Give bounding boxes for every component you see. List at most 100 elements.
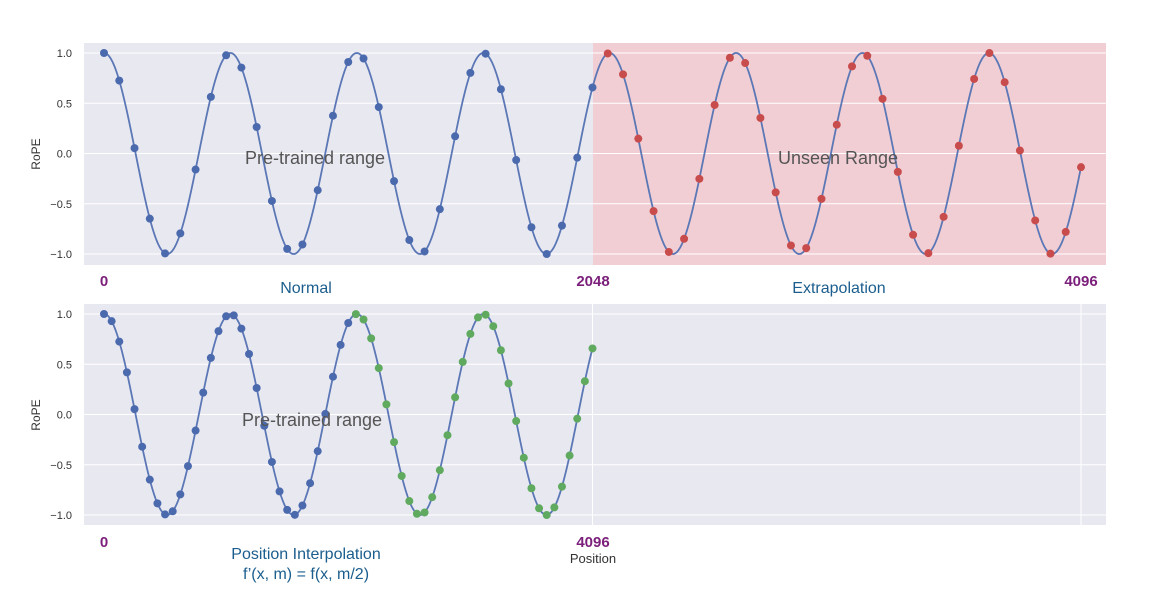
bottom-gridlines [84,304,1106,525]
bottom-original-point [260,421,269,430]
bottom-y-tick-label: 0.5 [57,359,72,371]
top-normal-point [176,229,185,238]
bottom-original-point [206,353,215,362]
top-extrapolation-point [954,141,963,150]
top-normal-point [191,165,200,174]
top-normal-point [542,249,551,258]
top-extrapolation-point [985,49,994,58]
top-y-tick-label: −1.0 [50,249,72,261]
bottom-interpolated-point [367,334,376,343]
top-y-tick-label: 0.0 [57,149,72,161]
bottom-original-point [183,462,192,471]
bottom-interpolated-point [481,310,490,319]
bottom-interpolated-point [428,493,437,502]
bottom-interpolated-point [359,315,368,324]
pretrained-range-label: Pre-trained range [245,148,385,168]
top-extrapolation-point [634,134,643,143]
bottom-original-point [336,340,345,349]
top-normal-point [100,49,108,57]
bottom-original-point [344,319,353,328]
bottom-original-point [107,317,116,326]
top-normal-point [145,214,154,223]
bottom-interpolated-point [420,508,429,517]
bottom-original-point [328,372,337,381]
bottom-position-0: 0 [100,534,108,551]
top-extrapolation-point [725,53,734,62]
top-extrapolation-point [832,120,841,129]
top-normal-point [222,51,231,60]
bottom-interpolated-point [443,431,452,440]
bottom-chart: 1.0 0.5 0.0 −0.5 −1.0 RoPE Pre-trained range… [29,304,1106,583]
position-interpolation-caption: Position Interpolation [231,546,380,563]
top-y-tick-label: 0.5 [57,98,72,110]
top-extrapolation-point [848,62,857,71]
bottom-interpolated-point [474,313,483,322]
bottom-original-point [199,388,208,397]
extrapolation-caption: Extrapolation [792,280,885,297]
bottom-original-point [168,507,177,516]
bottom-original-point [283,505,292,514]
bottom-y-tick-label: 1.0 [57,309,72,321]
bottom-interpolated-point [535,504,544,513]
top-extrapolation-point [1077,163,1085,172]
top-extrapolation-point [664,247,673,256]
unseen-range-label: Unseen Range [778,148,898,168]
bottom-y-axis-label: RoPE [29,399,43,430]
bottom-interpolated-point [451,393,460,402]
bottom-y-tick-label: 0.0 [57,410,72,422]
position-axis-label: Position [570,551,616,566]
bottom-original-point [130,405,139,414]
bottom-original-point [100,310,108,318]
top-extrapolation-point [817,194,826,203]
top-normal-point [481,49,490,58]
top-normal-point [466,68,475,77]
top-normal-point [512,156,521,165]
top-normal-point [252,123,261,132]
top-normal-point [359,54,368,63]
bottom-original-point [145,475,154,484]
top-normal-point [267,196,276,205]
top-extrapolation-point [970,74,979,83]
bottom-points [100,310,597,519]
top-normal-point [328,111,337,120]
top-extrapolation-point [1061,227,1070,236]
top-normal-point [573,153,582,162]
top-y-tick-label: −0.5 [50,199,72,211]
top-extrapolation-point [619,70,628,79]
top-chart: 1.0 0.5 0.0 −0.5 −1.0 RoPE Pre-trained range… [29,43,1106,297]
top-gridlines [84,52,1106,255]
bottom-interpolated-point [580,377,589,386]
top-extrapolation-point [939,212,948,221]
bottom-original-point [222,312,231,321]
top-normal-point [283,244,292,253]
bottom-original-point [321,409,330,418]
top-normal-point [206,92,215,101]
top-normal-point [115,76,124,85]
top-extrapolation-point [909,230,918,239]
bottom-pretrained-range-label: Pre-trained range [242,410,382,430]
bottom-interpolated-point [405,497,414,506]
top-extrapolation-point [786,241,795,250]
top-extrapolation-point [1015,146,1024,155]
bottom-original-point [313,447,322,456]
top-extrapolation-point [863,51,872,60]
top-normal-point [390,177,399,186]
interpolation-formula: f’(x, m) = f(x, m/2) [243,566,369,583]
bottom-interpolated-point [565,451,574,460]
top-extrapolation-point [893,167,902,176]
top-normal-point [130,144,139,153]
top-normal-point [496,85,505,94]
bottom-original-point [214,327,223,336]
top-extrapolation-point [1031,216,1040,225]
bottom-interpolated-point [527,484,536,493]
top-normal-point [420,247,429,256]
top-y-tick-label: 1.0 [57,48,72,60]
bottom-interpolated-point [557,482,566,491]
top-normal-point [237,63,246,72]
top-extrapolation-point [680,234,689,243]
top-normal-point [405,236,414,245]
top-extrapolation-point [649,207,658,216]
top-extrapolation-point [802,244,811,253]
bottom-interpolated-point [588,344,597,353]
